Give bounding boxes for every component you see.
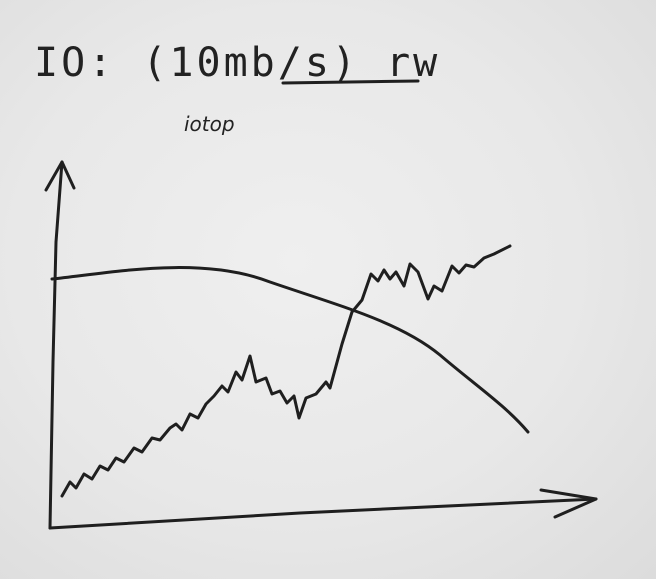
title-underline	[281, 79, 420, 85]
jagged-rising-line	[60, 244, 512, 498]
y-axis-arrowhead	[44, 160, 76, 192]
sketch-title: IO: (10mb/s) rw	[34, 40, 440, 86]
x-axis-arrowhead	[539, 488, 598, 519]
sketch-subtitle: iotop	[184, 112, 235, 136]
y-axis	[48, 160, 64, 530]
x-axis	[48, 497, 598, 530]
smooth-decreasing-curve	[50, 266, 530, 434]
